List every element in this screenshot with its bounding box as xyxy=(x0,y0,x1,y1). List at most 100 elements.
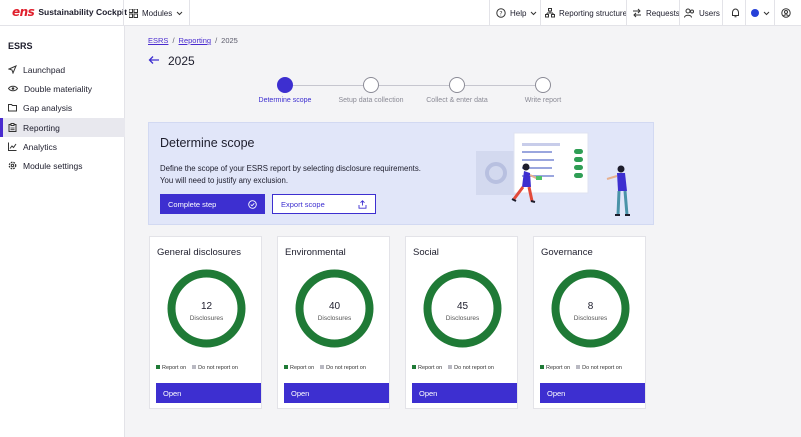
modules-label: Modules xyxy=(142,8,173,18)
notifications-button[interactable] xyxy=(731,0,740,26)
users-label: Users xyxy=(699,8,720,18)
legend-label: Do not report on xyxy=(326,365,366,371)
step-3-label: Collect & enter data xyxy=(426,97,488,104)
open-button[interactable]: Open xyxy=(156,383,261,403)
help-icon: ? xyxy=(496,8,506,18)
breadcrumb-link-esrs[interactable]: ESRS xyxy=(148,36,169,45)
disclosure-count: 45 xyxy=(456,301,469,312)
legend-do-not-report: Do not report on xyxy=(192,365,238,371)
export-scope-button[interactable]: Export scope xyxy=(272,194,376,214)
breadcrumb-link-reporting[interactable]: Reporting xyxy=(178,36,212,45)
banner-description-line: Define the scope of your ESRS report by … xyxy=(160,164,421,173)
sidebar-item-gap-analysis[interactable]: Gap analysis xyxy=(0,98,125,117)
chart-icon xyxy=(8,142,17,151)
arrow-left-icon xyxy=(148,56,159,64)
sidebar-item-label: Analytics xyxy=(23,141,58,152)
sidebar-item-label: Launchpad xyxy=(23,64,66,75)
legend-report-on: Report on xyxy=(412,365,442,371)
app-name: Sustainability Cockpit xyxy=(38,7,128,17)
grid-icon xyxy=(129,8,138,18)
step-connector xyxy=(465,85,535,86)
legend-do-not-report: Do not report on xyxy=(448,365,494,371)
legend-swatch-report-on xyxy=(412,365,416,369)
step-4-indicator[interactable] xyxy=(535,77,551,93)
breadcrumb-separator: / xyxy=(172,36,175,45)
step-2-indicator[interactable] xyxy=(363,77,379,93)
complete-step-label: Complete step xyxy=(168,199,217,209)
svg-text:?: ? xyxy=(499,11,502,18)
logo-mark: ens xyxy=(12,5,35,19)
divider xyxy=(745,0,746,26)
card-general-disclosures: General disclosures 12 Disclosures Repor… xyxy=(149,236,262,409)
legend-label: Report on xyxy=(546,365,571,371)
card-title: Social xyxy=(413,247,439,258)
legend-label: Report on xyxy=(418,365,443,371)
divider xyxy=(540,0,541,26)
step-1-indicator[interactable] xyxy=(277,77,293,93)
disclosure-donut-chart xyxy=(167,269,246,348)
sidebar-item-double-materiality[interactable]: Double materiality xyxy=(0,79,125,98)
divider xyxy=(722,0,723,26)
legend-report-on: Report on xyxy=(156,365,186,371)
modules-menu[interactable]: Modules xyxy=(129,0,183,26)
card-governance: Governance 8 Disclosures Report on Do no… xyxy=(533,236,646,409)
clipboard-icon xyxy=(8,123,17,132)
open-button[interactable]: Open xyxy=(284,383,389,403)
chart-legend: Report on Do not report on xyxy=(412,365,494,371)
help-menu[interactable]: ? Help xyxy=(496,0,537,26)
card-social: Social 45 Disclosures Report on Do not r… xyxy=(405,236,518,409)
card-title: Governance xyxy=(541,247,593,258)
sidebar-item-reporting[interactable]: Reporting xyxy=(0,118,125,137)
legend-label: Do not report on xyxy=(198,365,238,371)
back-button[interactable] xyxy=(148,55,160,67)
breadcrumb-separator: / xyxy=(215,36,218,45)
chevron-down-icon xyxy=(531,11,537,15)
reporting-structure-label: Reporting structure xyxy=(559,8,628,18)
account-switcher[interactable] xyxy=(751,0,770,26)
divider xyxy=(679,0,680,26)
rocket-icon xyxy=(8,65,17,74)
requests-link[interactable]: Requests xyxy=(632,0,680,26)
open-button[interactable]: Open xyxy=(540,383,645,403)
disclosure-unit: Disclosures xyxy=(189,315,224,322)
legend-do-not-report: Do not report on xyxy=(320,365,366,371)
sidebar-item-label: Reporting xyxy=(23,122,60,133)
sidebar-item-module-settings[interactable]: Module settings xyxy=(0,156,125,175)
help-label: Help xyxy=(510,8,527,18)
disclosure-count: 8 xyxy=(587,301,594,312)
step-1-label: Determine scope xyxy=(258,97,312,104)
step-3-indicator[interactable] xyxy=(449,77,465,93)
sidebar-title: ESRS xyxy=(8,41,33,51)
legend-report-on: Report on xyxy=(284,365,314,371)
card-title: General disclosures xyxy=(157,247,241,258)
reporting-structure-link[interactable]: Reporting structure xyxy=(545,0,627,26)
open-button[interactable]: Open xyxy=(412,383,517,403)
sidebar-item-analytics[interactable]: Analytics xyxy=(0,137,125,156)
legend-swatch-do-not-report xyxy=(448,365,453,369)
app-logo[interactable]: ens Sustainability Cockpit xyxy=(12,5,127,19)
complete-step-button[interactable]: Complete step xyxy=(160,194,265,214)
profile-button[interactable] xyxy=(781,0,791,26)
divider xyxy=(489,0,490,26)
users-link[interactable]: Users xyxy=(684,0,720,26)
swap-icon xyxy=(633,8,641,18)
export-scope-label: Export scope xyxy=(281,199,325,209)
top-bar: ens Sustainability Cockpit Modules ? Hel… xyxy=(0,0,801,26)
legend-label: Do not report on xyxy=(582,365,622,371)
folder-icon xyxy=(8,104,17,112)
sidebar-item-launchpad[interactable]: Launchpad xyxy=(0,60,125,79)
disclosure-unit: Disclosures xyxy=(317,315,352,322)
legend-swatch-do-not-report xyxy=(576,365,581,369)
users-icon xyxy=(684,8,694,18)
progress-stepper: Determine scope Setup data collection Co… xyxy=(240,76,600,108)
divider xyxy=(774,0,775,26)
hierarchy-icon xyxy=(545,8,555,18)
gear-icon xyxy=(8,161,17,170)
breadcrumb-current: 2025 xyxy=(221,36,238,45)
user-circle-icon xyxy=(781,8,791,18)
disclosure-count: 40 xyxy=(328,301,341,312)
legend-swatch-report-on xyxy=(284,365,288,369)
legend-swatch-report-on xyxy=(156,365,160,369)
legend-label: Report on xyxy=(290,365,315,371)
step-connector xyxy=(293,85,363,86)
